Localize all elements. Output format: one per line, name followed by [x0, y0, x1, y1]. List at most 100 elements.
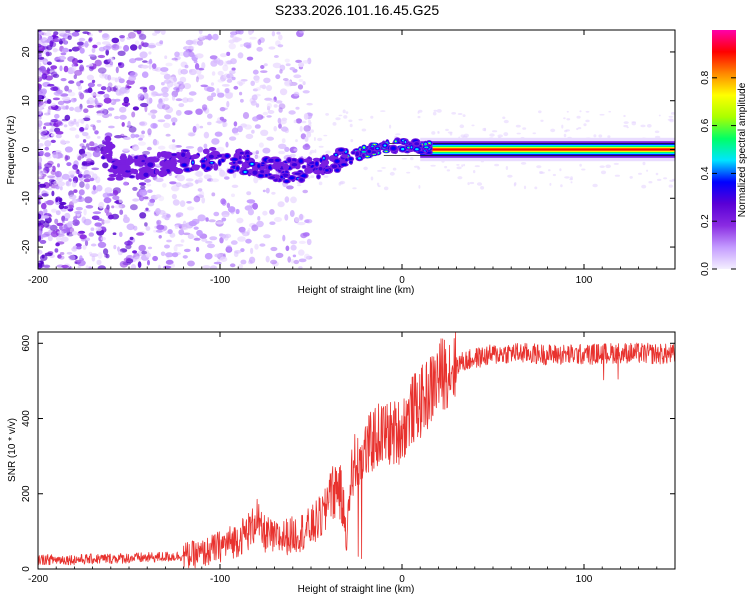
- ridge-blob: [323, 156, 325, 160]
- noise-speck: [79, 103, 83, 110]
- noise-speck: [339, 180, 346, 185]
- noise-speck: [54, 154, 59, 159]
- noise-speck: [103, 220, 111, 224]
- noise-speck: [117, 246, 120, 252]
- noise-speck: [249, 256, 256, 264]
- noise-speck: [71, 231, 78, 236]
- noise-speck: [559, 168, 562, 172]
- noise-speck: [670, 112, 675, 115]
- noise-speck: [303, 125, 311, 132]
- noise-speck: [560, 184, 563, 188]
- noise-speck: [137, 93, 144, 100]
- noise-speck: [380, 110, 386, 112]
- ridge-blob: [335, 159, 339, 163]
- noise-speck: [581, 168, 586, 171]
- noise-speck: [88, 54, 96, 57]
- noise-speck: [38, 126, 42, 130]
- noise-speck: [278, 123, 282, 129]
- noise-speck: [130, 204, 138, 211]
- colorbar-tick-label: 0.6: [700, 118, 711, 132]
- noise-speck: [235, 208, 240, 215]
- x-tick-label: -100: [210, 275, 230, 286]
- noise-speck: [298, 79, 304, 82]
- noise-speck: [290, 244, 297, 251]
- noise-speck: [233, 85, 239, 90]
- noise-speck: [290, 258, 295, 264]
- ridge-blob: [280, 175, 283, 178]
- noise-speck: [299, 125, 303, 132]
- noise-speck: [269, 221, 276, 225]
- noise-speck: [534, 186, 538, 190]
- noise-speck: [305, 131, 312, 134]
- noise-speck: [182, 255, 188, 259]
- noise-speck: [626, 126, 629, 129]
- y-tick-label: 0: [21, 146, 32, 152]
- noise-speck: [90, 227, 95, 231]
- noise-speck: [239, 91, 243, 96]
- noise-speck: [138, 182, 147, 186]
- noise-speck: [270, 259, 278, 265]
- noise-speck: [96, 119, 102, 123]
- noise-speck: [273, 125, 278, 132]
- ridge-blob: [289, 176, 294, 180]
- noise-speck: [204, 252, 213, 260]
- noise-speck: [317, 137, 323, 142]
- noise-speck: [103, 97, 112, 104]
- noise-speck: [335, 117, 341, 121]
- ridge-blob: [125, 165, 131, 171]
- noise-speck: [50, 71, 58, 78]
- noise-speck: [548, 169, 551, 172]
- noise-speck: [457, 176, 463, 180]
- ridge-blob: [147, 156, 155, 161]
- noise-speck: [38, 120, 43, 127]
- noise-speck: [39, 150, 44, 157]
- ridge-blob: [220, 159, 224, 162]
- y-tick-label: 200: [21, 485, 32, 502]
- ridge-blob: [232, 158, 237, 161]
- ridge-blob: [299, 178, 304, 182]
- noise-speck: [668, 115, 674, 118]
- noise-speck: [102, 33, 109, 38]
- noise-speck: [447, 131, 453, 134]
- noise-speck: [516, 132, 521, 135]
- ridge-blob: [351, 151, 355, 154]
- noise-speck: [157, 145, 166, 150]
- noise-speck: [56, 235, 62, 242]
- noise-speck: [59, 252, 65, 255]
- noise-speck: [38, 201, 42, 205]
- noise-speck: [221, 107, 228, 111]
- noise-speck: [71, 32, 80, 37]
- noise-speck: [251, 129, 255, 134]
- noise-speck: [41, 73, 48, 80]
- noise-speck: [286, 185, 294, 190]
- noise-speck: [230, 58, 237, 65]
- noise-speck: [228, 43, 236, 50]
- noise-speck: [104, 187, 113, 194]
- noise-speck: [432, 111, 437, 116]
- noise-speck: [124, 104, 129, 108]
- noise-speck: [177, 81, 184, 85]
- noise-speck: [38, 109, 42, 116]
- noise-speck: [195, 53, 204, 59]
- noise-speck: [84, 196, 93, 204]
- noise-speck: [143, 209, 151, 213]
- noise-speck: [255, 150, 259, 155]
- noise-speck: [532, 132, 537, 135]
- noise-speck: [216, 146, 225, 153]
- colorbar-tick-label: 0.2: [700, 214, 711, 228]
- noise-speck: [73, 216, 77, 221]
- noise-speck: [186, 97, 194, 103]
- noise-speck: [68, 80, 75, 84]
- noise-speck: [298, 30, 305, 34]
- noise-speck: [284, 146, 290, 152]
- noise-speck: [254, 243, 259, 250]
- ridge-blob: [112, 161, 122, 166]
- noise-speck: [151, 114, 156, 120]
- noise-speck: [105, 49, 109, 56]
- noise-speck: [171, 252, 179, 258]
- noise-speck: [161, 104, 170, 110]
- noise-speck: [52, 38, 60, 43]
- ridge-blob: [105, 143, 116, 150]
- y-tick-label: 20: [21, 46, 32, 58]
- noise-speck: [171, 144, 177, 151]
